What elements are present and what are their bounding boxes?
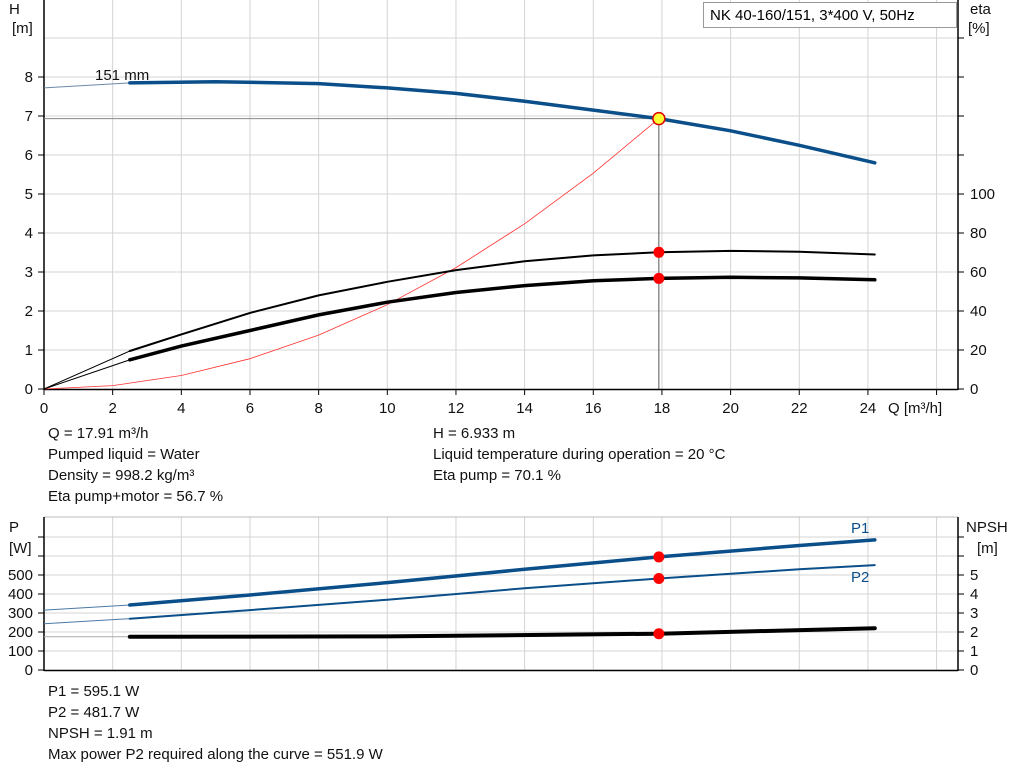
p-tick-label: 500 xyxy=(8,567,33,584)
x-tick-label: 12 xyxy=(448,400,465,417)
eta-pump-motor-marker xyxy=(653,272,665,284)
system-curve xyxy=(43,118,660,390)
npsh-tick-label: 2 xyxy=(970,624,978,641)
p1-value: P1 = 595.1 W xyxy=(48,683,140,700)
y-right-label: eta xyxy=(970,1,992,18)
p1-curve-extension xyxy=(43,604,130,611)
y-left-tick-label: 3 xyxy=(25,264,33,281)
p-axis-label: P xyxy=(9,519,19,536)
eta-pump-marker xyxy=(653,246,665,258)
y-left-tick-label: 6 xyxy=(25,147,33,164)
eta-pump-motor-value: Eta pump+motor = 56.7 % xyxy=(48,488,224,505)
x-tick-label: 14 xyxy=(516,400,533,417)
p-tick-label: 100 xyxy=(8,643,33,660)
x-tick-label: 20 xyxy=(722,400,739,417)
y-right-tick-label: 0 xyxy=(970,381,978,398)
y-right-tick-label: 100 xyxy=(970,186,995,203)
npsh-tick-label: 4 xyxy=(970,586,978,603)
p2-marker xyxy=(653,572,665,584)
p1-marker xyxy=(653,551,665,563)
eta-pump-motor-curve-extension xyxy=(43,359,130,390)
info-top-right: H = 6.933 m Liquid temperature during op… xyxy=(433,423,725,486)
liquid-temperature: Liquid temperature during operation = 20… xyxy=(433,446,726,463)
p1-curve xyxy=(128,538,877,607)
y-left-tick-label: 1 xyxy=(25,342,33,359)
x-tick-label: 6 xyxy=(246,400,254,417)
p-tick-label: 0 xyxy=(25,662,33,679)
npsh-tick-label: 0 xyxy=(970,662,978,679)
npsh-tick-label: 1 xyxy=(970,643,978,660)
x-tick-label: 24 xyxy=(860,400,877,417)
eta-pump-curve xyxy=(128,249,876,352)
y-left-tick-label: 4 xyxy=(25,225,33,242)
x-tick-label: 4 xyxy=(177,400,185,417)
npsh-tick-label: 5 xyxy=(970,567,978,584)
p-tick-label: 400 xyxy=(8,586,33,603)
y-left-tick-label: 8 xyxy=(25,69,33,86)
y-left-unit: [m] xyxy=(12,20,33,37)
y-left-tick-label: 2 xyxy=(25,303,33,320)
eta-pump-curve-extension xyxy=(43,350,131,390)
npsh-tick-label: 3 xyxy=(970,605,978,622)
y-right-tick-label: 40 xyxy=(970,303,987,320)
npsh-axis-label: NPSH xyxy=(966,519,1008,536)
x-tick-label: 22 xyxy=(791,400,808,417)
curve-label: 151 mm xyxy=(95,67,149,84)
p2-value: P2 = 481.7 W xyxy=(48,704,140,721)
y-right-tick-label: 60 xyxy=(970,264,987,281)
max-p2-value: Max power P2 required along the curve = … xyxy=(48,746,383,763)
y-left-tick-label: 0 xyxy=(25,381,33,398)
p-tick-label: 300 xyxy=(8,605,33,622)
eta-pump-motor-curve xyxy=(128,275,877,362)
duty-point-marker xyxy=(652,111,666,126)
y-left-label: H xyxy=(9,1,20,18)
p2-curve xyxy=(128,564,876,620)
x-tick-label: 16 xyxy=(585,400,602,417)
x-tick-label: 10 xyxy=(379,400,396,417)
pumped-liquid: Pumped liquid = Water xyxy=(48,446,200,463)
p2-curve-extension xyxy=(43,618,130,625)
p-axis-unit: [W] xyxy=(9,540,32,557)
x-tick-label: 8 xyxy=(314,400,322,417)
y-left-tick-label: 7 xyxy=(25,108,33,125)
y-left-tick-label: 5 xyxy=(25,186,33,203)
p2-series-label: P2 xyxy=(851,569,869,586)
npsh-marker xyxy=(653,628,665,640)
head-curve xyxy=(128,79,877,165)
flow-value: Q = 17.91 m³/h xyxy=(48,425,149,442)
p-tick-label: 200 xyxy=(8,624,33,641)
y-right-tick-label: 20 xyxy=(970,342,987,359)
p1-series-label: P1 xyxy=(851,520,869,537)
info-top-left: Q = 17.91 m³/h Pumped liquid = Water Den… xyxy=(48,423,223,507)
x-tick-label: 0 xyxy=(40,400,48,417)
eta-pump-value: Eta pump = 70.1 % xyxy=(433,467,561,484)
x-tick-label: 2 xyxy=(108,400,116,417)
y-right-unit: [%] xyxy=(968,20,990,37)
chart-title: NK 40-160/151, 3*400 V, 50Hz xyxy=(703,2,957,28)
npsh-curve xyxy=(127,626,877,639)
x-axis-label: Q [m³/h] xyxy=(888,400,942,417)
info-bottom: P1 = 595.1 W P2 = 481.7 W NPSH = 1.91 m … xyxy=(48,681,383,765)
y-right-tick-label: 80 xyxy=(970,225,987,242)
density-value: Density = 998.2 kg/m³ xyxy=(48,467,195,484)
npsh-value: NPSH = 1.91 m xyxy=(48,725,153,742)
head-value: H = 6.933 m xyxy=(433,425,516,442)
npsh-axis-unit: [m] xyxy=(977,540,998,557)
head-curve-extension xyxy=(43,82,130,89)
x-tick-label: 18 xyxy=(654,400,671,417)
